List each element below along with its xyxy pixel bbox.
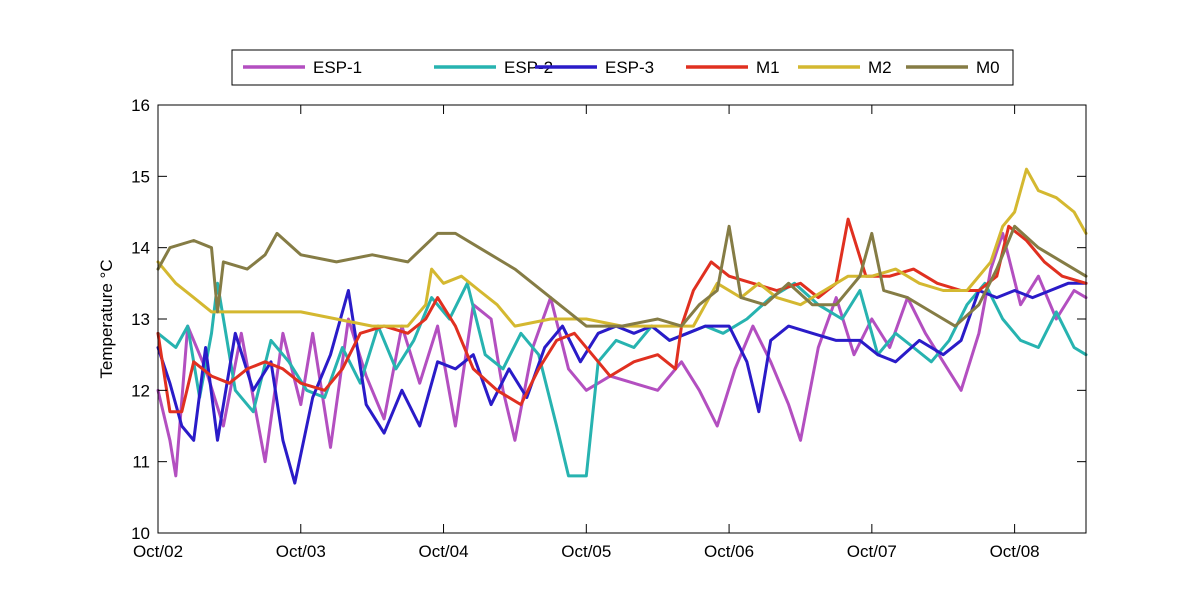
- series-layer: [156, 167, 1088, 485]
- series-line-m2: [156, 167, 1088, 328]
- legend-item-m1: M1: [686, 58, 780, 77]
- legend-label: M1: [756, 58, 780, 77]
- series-line-esp-3: [156, 281, 1088, 485]
- legend-label: ESP-1: [313, 58, 362, 77]
- y-tick-label: 11: [132, 453, 150, 472]
- y-axis-label: Temperature °C: [97, 259, 116, 378]
- legend-item-esp-2: ESP-2: [434, 58, 553, 77]
- y-tick-label: 12: [131, 381, 150, 400]
- x-tick-label: Oct/04: [418, 542, 468, 561]
- y-tick-label: 13: [131, 310, 150, 329]
- legend-item-esp-1: ESP-1: [243, 58, 362, 77]
- x-tick-label: Oct/03: [276, 542, 326, 561]
- legend-label: M0: [976, 58, 1000, 77]
- x-tick-label: Oct/08: [990, 542, 1040, 561]
- series-line-esp-2: [156, 281, 1088, 478]
- legend-box: [231, 49, 1014, 86]
- x-tick-label: Oct/05: [561, 542, 611, 561]
- y-tick-label: 15: [131, 167, 150, 186]
- series-line-m1: [156, 217, 1088, 414]
- y-tick-label: 10: [131, 524, 150, 543]
- legend-item-m2: M2: [798, 58, 892, 77]
- ticks-layer: 10 11 12 13 14 15 16 Oct/02 Oct/03 Oct/04 Oct/05 Oc…: [131, 96, 1086, 561]
- series-line-m0: [156, 224, 1088, 328]
- legend-items: ESP-1 ESP-2 ESP-3 M1 M2 M0: [243, 58, 1000, 77]
- legend-label: ESP-2: [504, 58, 553, 77]
- x-tick-label: Oct/02: [133, 542, 183, 561]
- legend-item-esp-3: ESP-3: [535, 58, 654, 77]
- y-tick-label: 16: [131, 96, 150, 115]
- y-tick-label: 14: [131, 239, 150, 258]
- legend: ESP-1 ESP-2 ESP-3 M1 M2 M0: [231, 49, 1014, 86]
- legend-label: M2: [868, 58, 892, 77]
- x-tick-label: Oct/07: [847, 542, 897, 561]
- plot-area: [158, 105, 1086, 533]
- legend-label: ESP-3: [605, 58, 654, 77]
- legend-item-m0: M0: [906, 58, 1000, 77]
- x-tick-label: Oct/06: [704, 542, 754, 561]
